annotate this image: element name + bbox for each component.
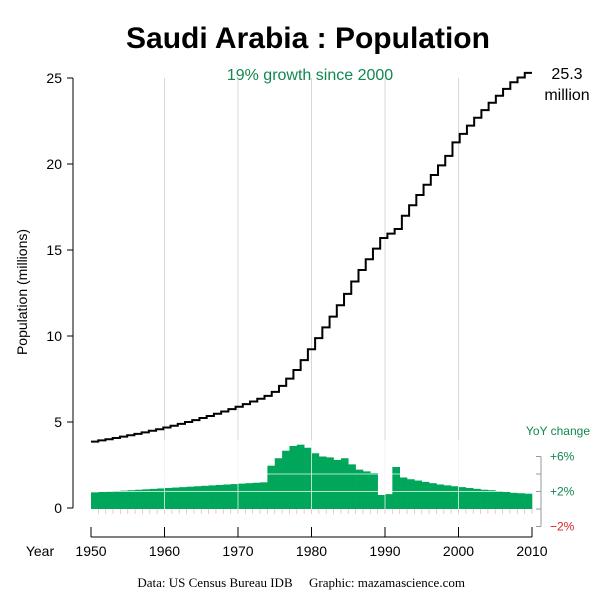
yoy-bar-1998 bbox=[436, 484, 445, 509]
yoy-bar-2004 bbox=[480, 489, 489, 509]
yoy-bar-1986 bbox=[348, 464, 356, 509]
yoy-bar-1961 bbox=[164, 488, 173, 509]
yoy-bar-1979 bbox=[296, 444, 305, 509]
yoy-bar-1990 bbox=[377, 495, 386, 509]
yoy-bar-1964 bbox=[186, 486, 195, 509]
yoy-bar-2003 bbox=[473, 488, 481, 509]
yoy-bar-1974 bbox=[260, 482, 268, 509]
gridlines bbox=[164, 78, 459, 508]
yoy-bar-1975 bbox=[267, 465, 276, 509]
bar-gridlines bbox=[91, 440, 532, 509]
yoy-bar-1953 bbox=[105, 491, 114, 509]
yoy-bar-1969 bbox=[223, 484, 231, 509]
yoy-bar-2008 bbox=[509, 492, 518, 509]
yoy-bar-1985 bbox=[340, 458, 349, 509]
x-tick-label: 2000 bbox=[443, 543, 474, 559]
x-tick-label: 1960 bbox=[149, 543, 180, 559]
y-tick-label: 25 bbox=[46, 70, 62, 86]
yoy-bar-1978 bbox=[289, 446, 298, 509]
yoy-bar-1996 bbox=[421, 481, 430, 509]
yoy-bar-1984 bbox=[333, 460, 342, 509]
yoy-bar-2001 bbox=[458, 487, 467, 509]
yoy-bar-1992 bbox=[392, 467, 400, 509]
yoy-bar-2000 bbox=[451, 486, 459, 509]
yoy-tick-label: +6% bbox=[550, 450, 575, 464]
yoy-axis: +6% +2% −2% bbox=[536, 450, 575, 534]
y-axis: 0 5 10 15 20 25 bbox=[46, 70, 74, 516]
yoy-bar-1958 bbox=[142, 489, 151, 509]
yoy-bar-1956 bbox=[127, 490, 136, 509]
yoy-bar-2007 bbox=[502, 491, 511, 509]
yoy-bar-1960 bbox=[157, 488, 165, 509]
yoy-bar-1962 bbox=[171, 487, 180, 509]
end-label-unit: million bbox=[544, 87, 589, 104]
yoy-bar-1988 bbox=[362, 471, 371, 509]
yoy-bar-1982 bbox=[318, 456, 327, 509]
yoy-bars bbox=[91, 444, 533, 514]
footer-graphic: Graphic: mazamascience.com bbox=[309, 575, 465, 590]
yoy-bar-1951 bbox=[91, 492, 99, 509]
x-tick-label: 1990 bbox=[369, 543, 400, 559]
yoy-bar-1967 bbox=[208, 485, 217, 509]
yoy-bar-2002 bbox=[465, 488, 474, 509]
yoy-bar-1999 bbox=[443, 485, 452, 509]
yoy-bar-1995 bbox=[414, 480, 423, 509]
yoy-bar-1965 bbox=[193, 486, 202, 509]
yoy-tick-label: +2% bbox=[550, 485, 575, 499]
x-tick-label: 1970 bbox=[222, 543, 253, 559]
yoy-bar-1981 bbox=[311, 453, 320, 509]
x-tick-label: 1950 bbox=[75, 543, 106, 559]
x-tick-label: 2010 bbox=[516, 543, 547, 559]
yoy-bar-1993 bbox=[399, 477, 408, 509]
yoy-bar-1977 bbox=[282, 450, 290, 509]
y-tick-label: 15 bbox=[46, 242, 62, 258]
yoy-bar-1957 bbox=[135, 489, 143, 509]
yoy-bar-1980 bbox=[304, 447, 312, 509]
end-label-value: 25.3 bbox=[551, 66, 582, 83]
y-tick-label: 20 bbox=[46, 156, 62, 172]
footer-source: Data: US Census Bureau IDB bbox=[137, 575, 293, 590]
yoy-bar-1968 bbox=[215, 484, 224, 509]
yoy-bar-1955 bbox=[120, 490, 129, 509]
yoy-bar-1983 bbox=[326, 457, 334, 509]
yoy-bar-1966 bbox=[201, 485, 209, 509]
yoy-bar-2005 bbox=[487, 490, 496, 509]
yoy-tick-label: −2% bbox=[550, 520, 575, 534]
yoy-bar-1997 bbox=[429, 483, 437, 509]
yoy-bar-1994 bbox=[407, 479, 415, 509]
yoy-bar-2009 bbox=[517, 493, 525, 509]
x-tick-label: 1980 bbox=[296, 543, 327, 559]
yoy-bar-1971 bbox=[238, 483, 246, 509]
yoy-bar-1959 bbox=[149, 488, 158, 509]
y-axis-label: Population (millions) bbox=[14, 229, 30, 355]
y-tick-label: 0 bbox=[54, 500, 62, 516]
x-axis: 1950 1960 1970 1980 1990 2000 2010 bbox=[75, 527, 548, 559]
chart-title: Saudi Arabia : Population bbox=[126, 22, 490, 55]
yoy-bar-1976 bbox=[274, 458, 283, 509]
yoy-bar-2006 bbox=[495, 491, 503, 509]
chart-subtitle: 19% growth since 2000 bbox=[227, 67, 393, 84]
yoy-bar-1987 bbox=[355, 469, 364, 509]
yoy-bar-1972 bbox=[245, 483, 253, 509]
x-axis-label: Year bbox=[26, 543, 55, 559]
yoy-bar-1970 bbox=[230, 484, 239, 509]
y-tick-label: 5 bbox=[54, 414, 62, 430]
y-tick-label: 10 bbox=[46, 328, 62, 344]
yoy-label: YoY change bbox=[526, 424, 590, 438]
yoy-bar-1952 bbox=[98, 491, 106, 509]
yoy-bar-1973 bbox=[252, 482, 261, 509]
yoy-bar-2010 bbox=[524, 493, 533, 509]
yoy-bar-1954 bbox=[113, 491, 121, 509]
population-step-line bbox=[91, 71, 532, 443]
yoy-bar-1991 bbox=[385, 494, 393, 509]
yoy-bar-1963 bbox=[179, 487, 187, 509]
